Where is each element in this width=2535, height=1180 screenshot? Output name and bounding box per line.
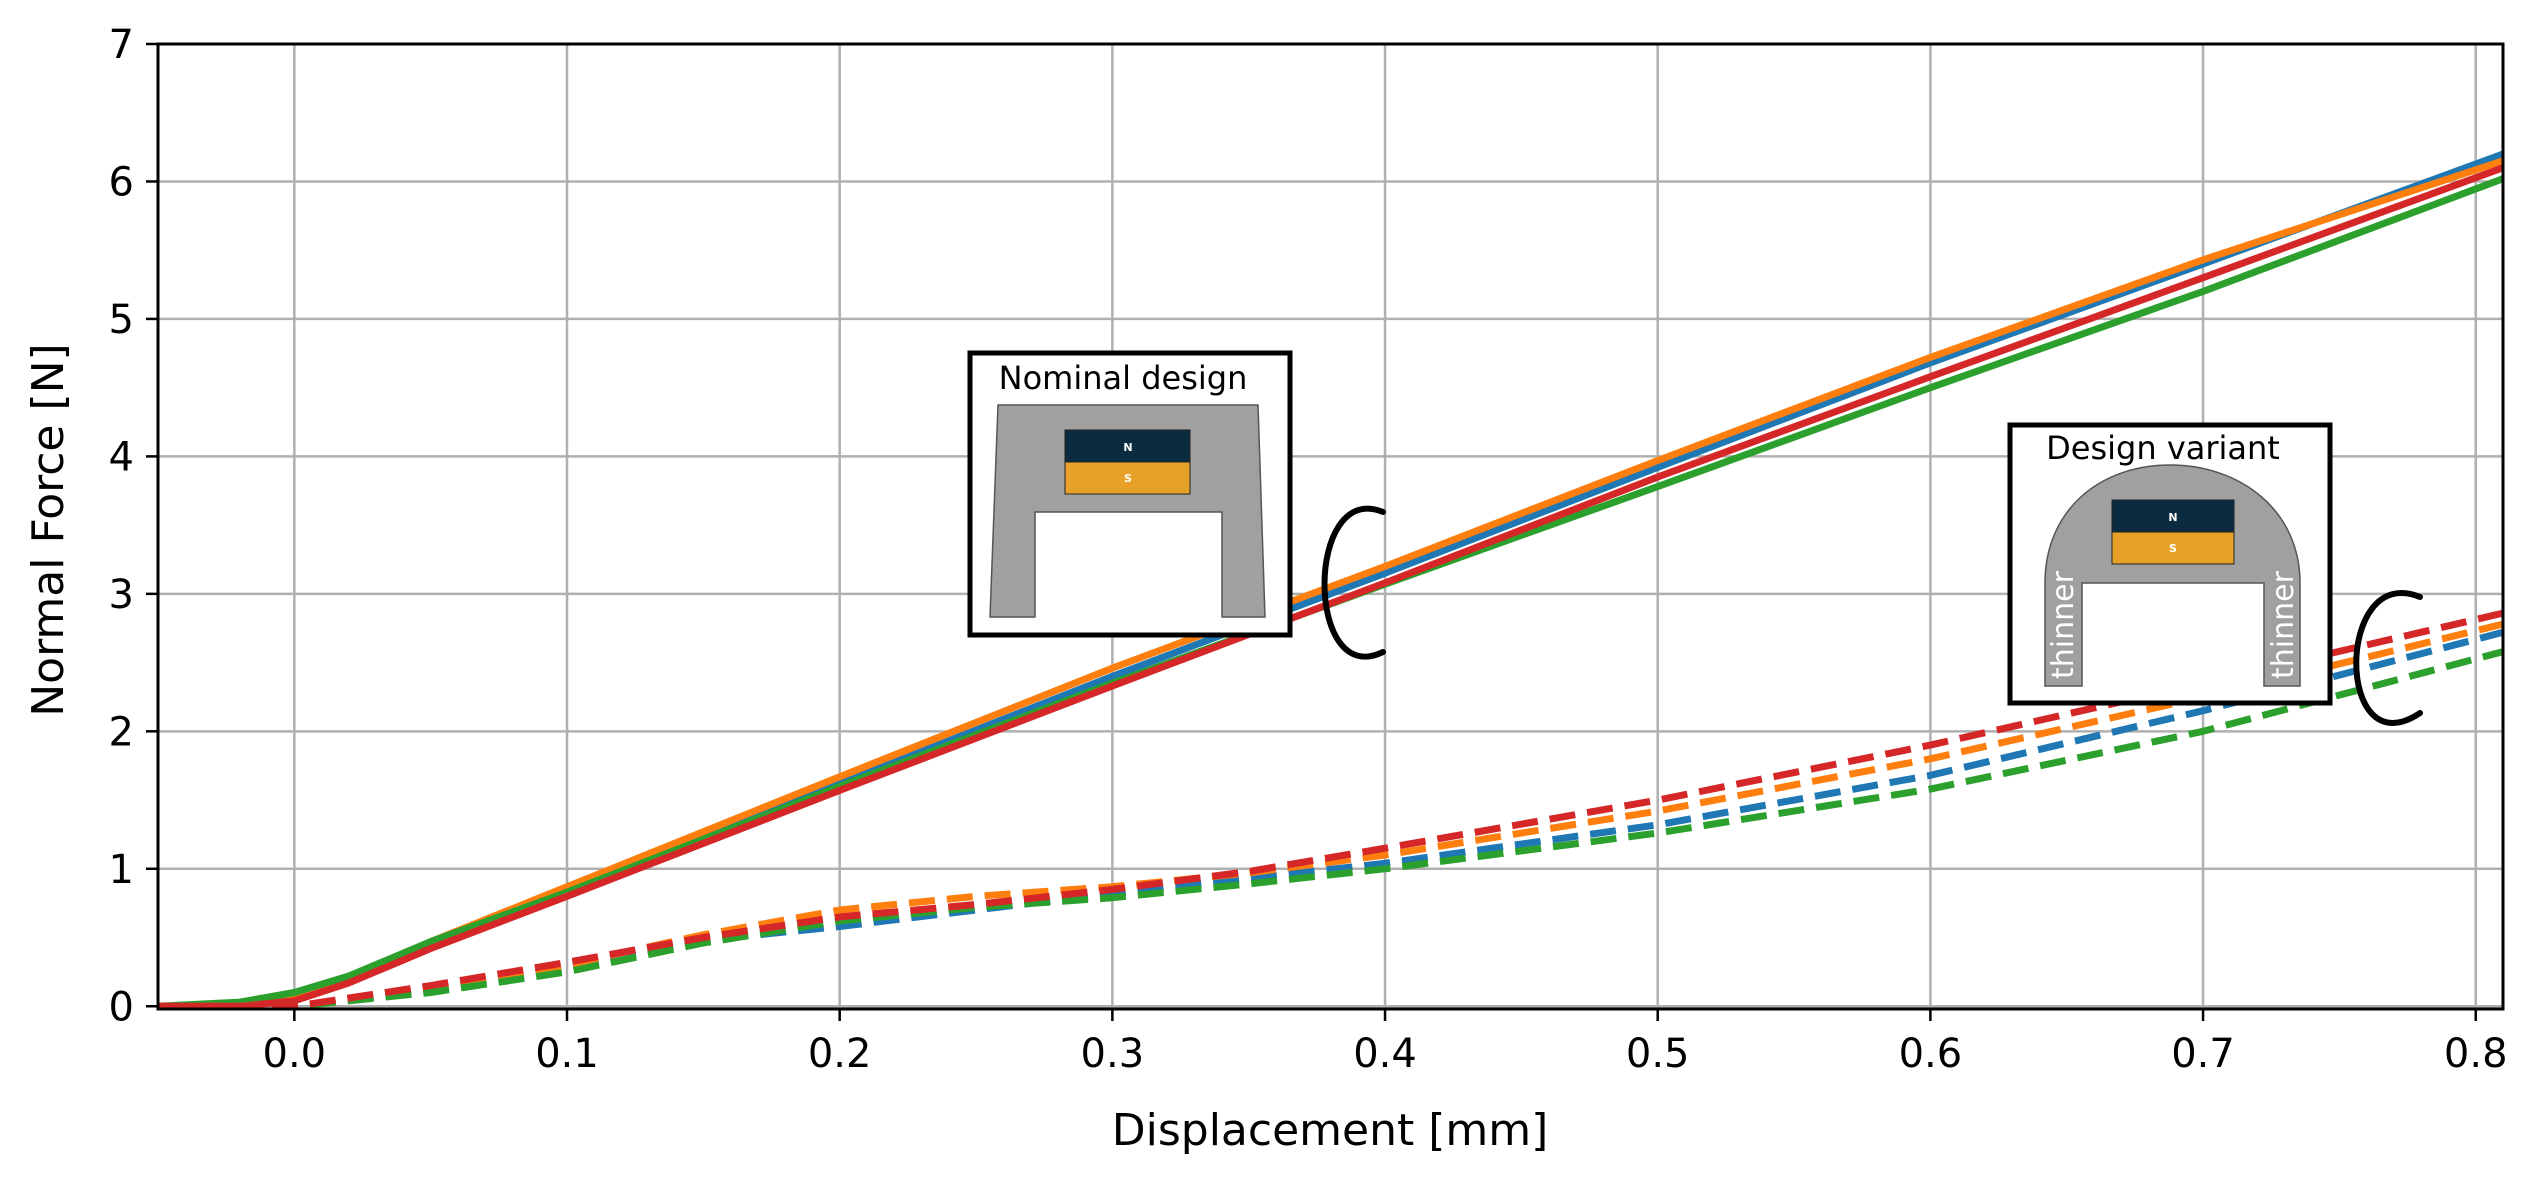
variant-side-label-left: thinner [2046,570,2081,679]
x-tick-label: 0.4 [1353,1031,1417,1077]
x-tick-label: 0.3 [1081,1031,1145,1077]
inset-nominal-title: Nominal design [999,359,1248,397]
series-line-nominal-3 [157,175,2505,1010]
inset-nominal-design: Nominal design N S [967,350,1293,638]
x-tick-label: 0.0 [263,1031,327,1077]
variant-housing-shape [2044,464,2301,687]
y-tick-label: 6 [109,159,134,205]
inset-variant-title: Design variant [2046,429,2280,467]
inset-design-variant: Design variant N S thinner thinner [2007,422,2333,706]
variant-magnet-north [2111,499,2235,533]
nominal-pole-north-label: N [1123,441,1132,454]
y-tick-label: 5 [109,297,134,343]
variant-group-bracket [2353,590,2423,726]
series-group [157,150,2505,1010]
nominal-housing-shape [989,404,1266,618]
variant-magnet-south [2111,531,2235,565]
x-tick-label: 0.5 [1626,1031,1690,1077]
nominal-magnet-north [1064,429,1191,463]
y-tick-label: 0 [109,984,134,1030]
x-tick-label: 0.8 [2444,1031,2508,1077]
x-tick-label: 0.7 [2171,1031,2235,1077]
x-tick-label: 0.1 [535,1031,599,1077]
y-tick-label: 2 [109,709,134,755]
nominal-magnet-south [1064,461,1191,495]
x-tick-label: 0.2 [808,1031,872,1077]
nominal-group-bracket [1321,505,1386,660]
series-line-variant-4 [158,609,2504,1010]
y-axis-ticks: 0 1 2 3 4 5 6 7 [109,22,158,1030]
series-line-variant-3 [158,648,2504,1010]
nominal-pole-south-label: S [1124,472,1132,485]
x-axis-ticks: 0.0 0.1 0.2 0.3 0.4 0.5 0.6 0.7 0.8 [263,1009,2508,1077]
y-tick-label: 3 [109,572,134,618]
x-tick-label: 0.6 [1899,1031,1963,1077]
series-line-nominal-4 [158,164,2505,1010]
variant-side-label-right: thinner [2266,570,2301,679]
variant-pole-south-label: S [2169,542,2177,555]
plot-frame [156,42,2505,1011]
y-axis-label: Normal Force [N] [23,343,74,716]
variant-pole-north-label: N [2168,511,2177,524]
y-tick-label: 4 [109,434,134,480]
y-tick-label: 1 [109,847,134,893]
series-line-variant-2 [158,620,2504,1010]
x-axis-label: Displacement [mm] [1112,1105,1549,1156]
y-tick-label: 7 [109,22,134,68]
